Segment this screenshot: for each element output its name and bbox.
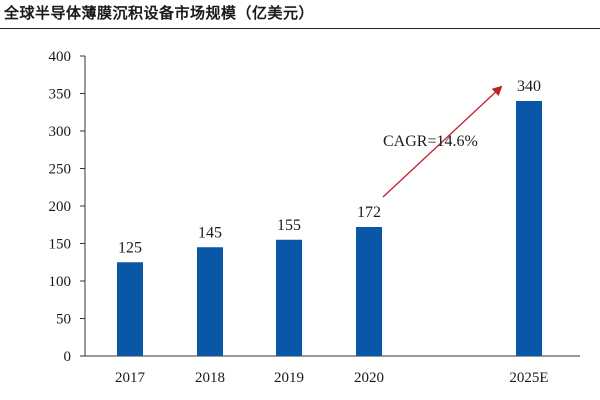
cagr-label: CAGR=14.6% <box>383 133 478 150</box>
title-divider <box>0 28 600 29</box>
data-label: 155 <box>277 217 301 234</box>
chart-title: 全球半导体薄膜沉积设备市场规模（亿美元） <box>4 4 315 22</box>
data-label: 172 <box>357 204 381 221</box>
x-tick-label: 2019 <box>274 370 304 386</box>
y-tick-label: 250 <box>49 162 72 178</box>
x-tick-label: 2018 <box>195 370 225 386</box>
cagr-arrow <box>382 85 503 198</box>
bar-2019 <box>276 239 302 356</box>
x-tick-label: 2025E <box>509 370 548 386</box>
y-tick-label: 400 <box>49 49 72 65</box>
y-tick-label: 50 <box>56 312 71 328</box>
x-tick-label: 2020 <box>354 370 384 386</box>
y-tick-label: 300 <box>49 124 72 140</box>
bar-2020 <box>356 227 382 356</box>
y-tick-label: 350 <box>49 87 72 103</box>
y-tick-label: 200 <box>49 199 72 215</box>
bar-2025e <box>516 101 542 356</box>
y-tick-label: 100 <box>49 274 72 290</box>
x-tick-label: 2017 <box>115 370 146 386</box>
y-tick-label: 0 <box>64 349 72 365</box>
data-label: 145 <box>198 224 222 241</box>
bar-2017 <box>117 262 143 356</box>
data-label: 125 <box>118 239 142 256</box>
data-label: 340 <box>517 78 541 95</box>
bar-2018 <box>197 247 223 356</box>
y-tick-label: 150 <box>49 237 72 253</box>
